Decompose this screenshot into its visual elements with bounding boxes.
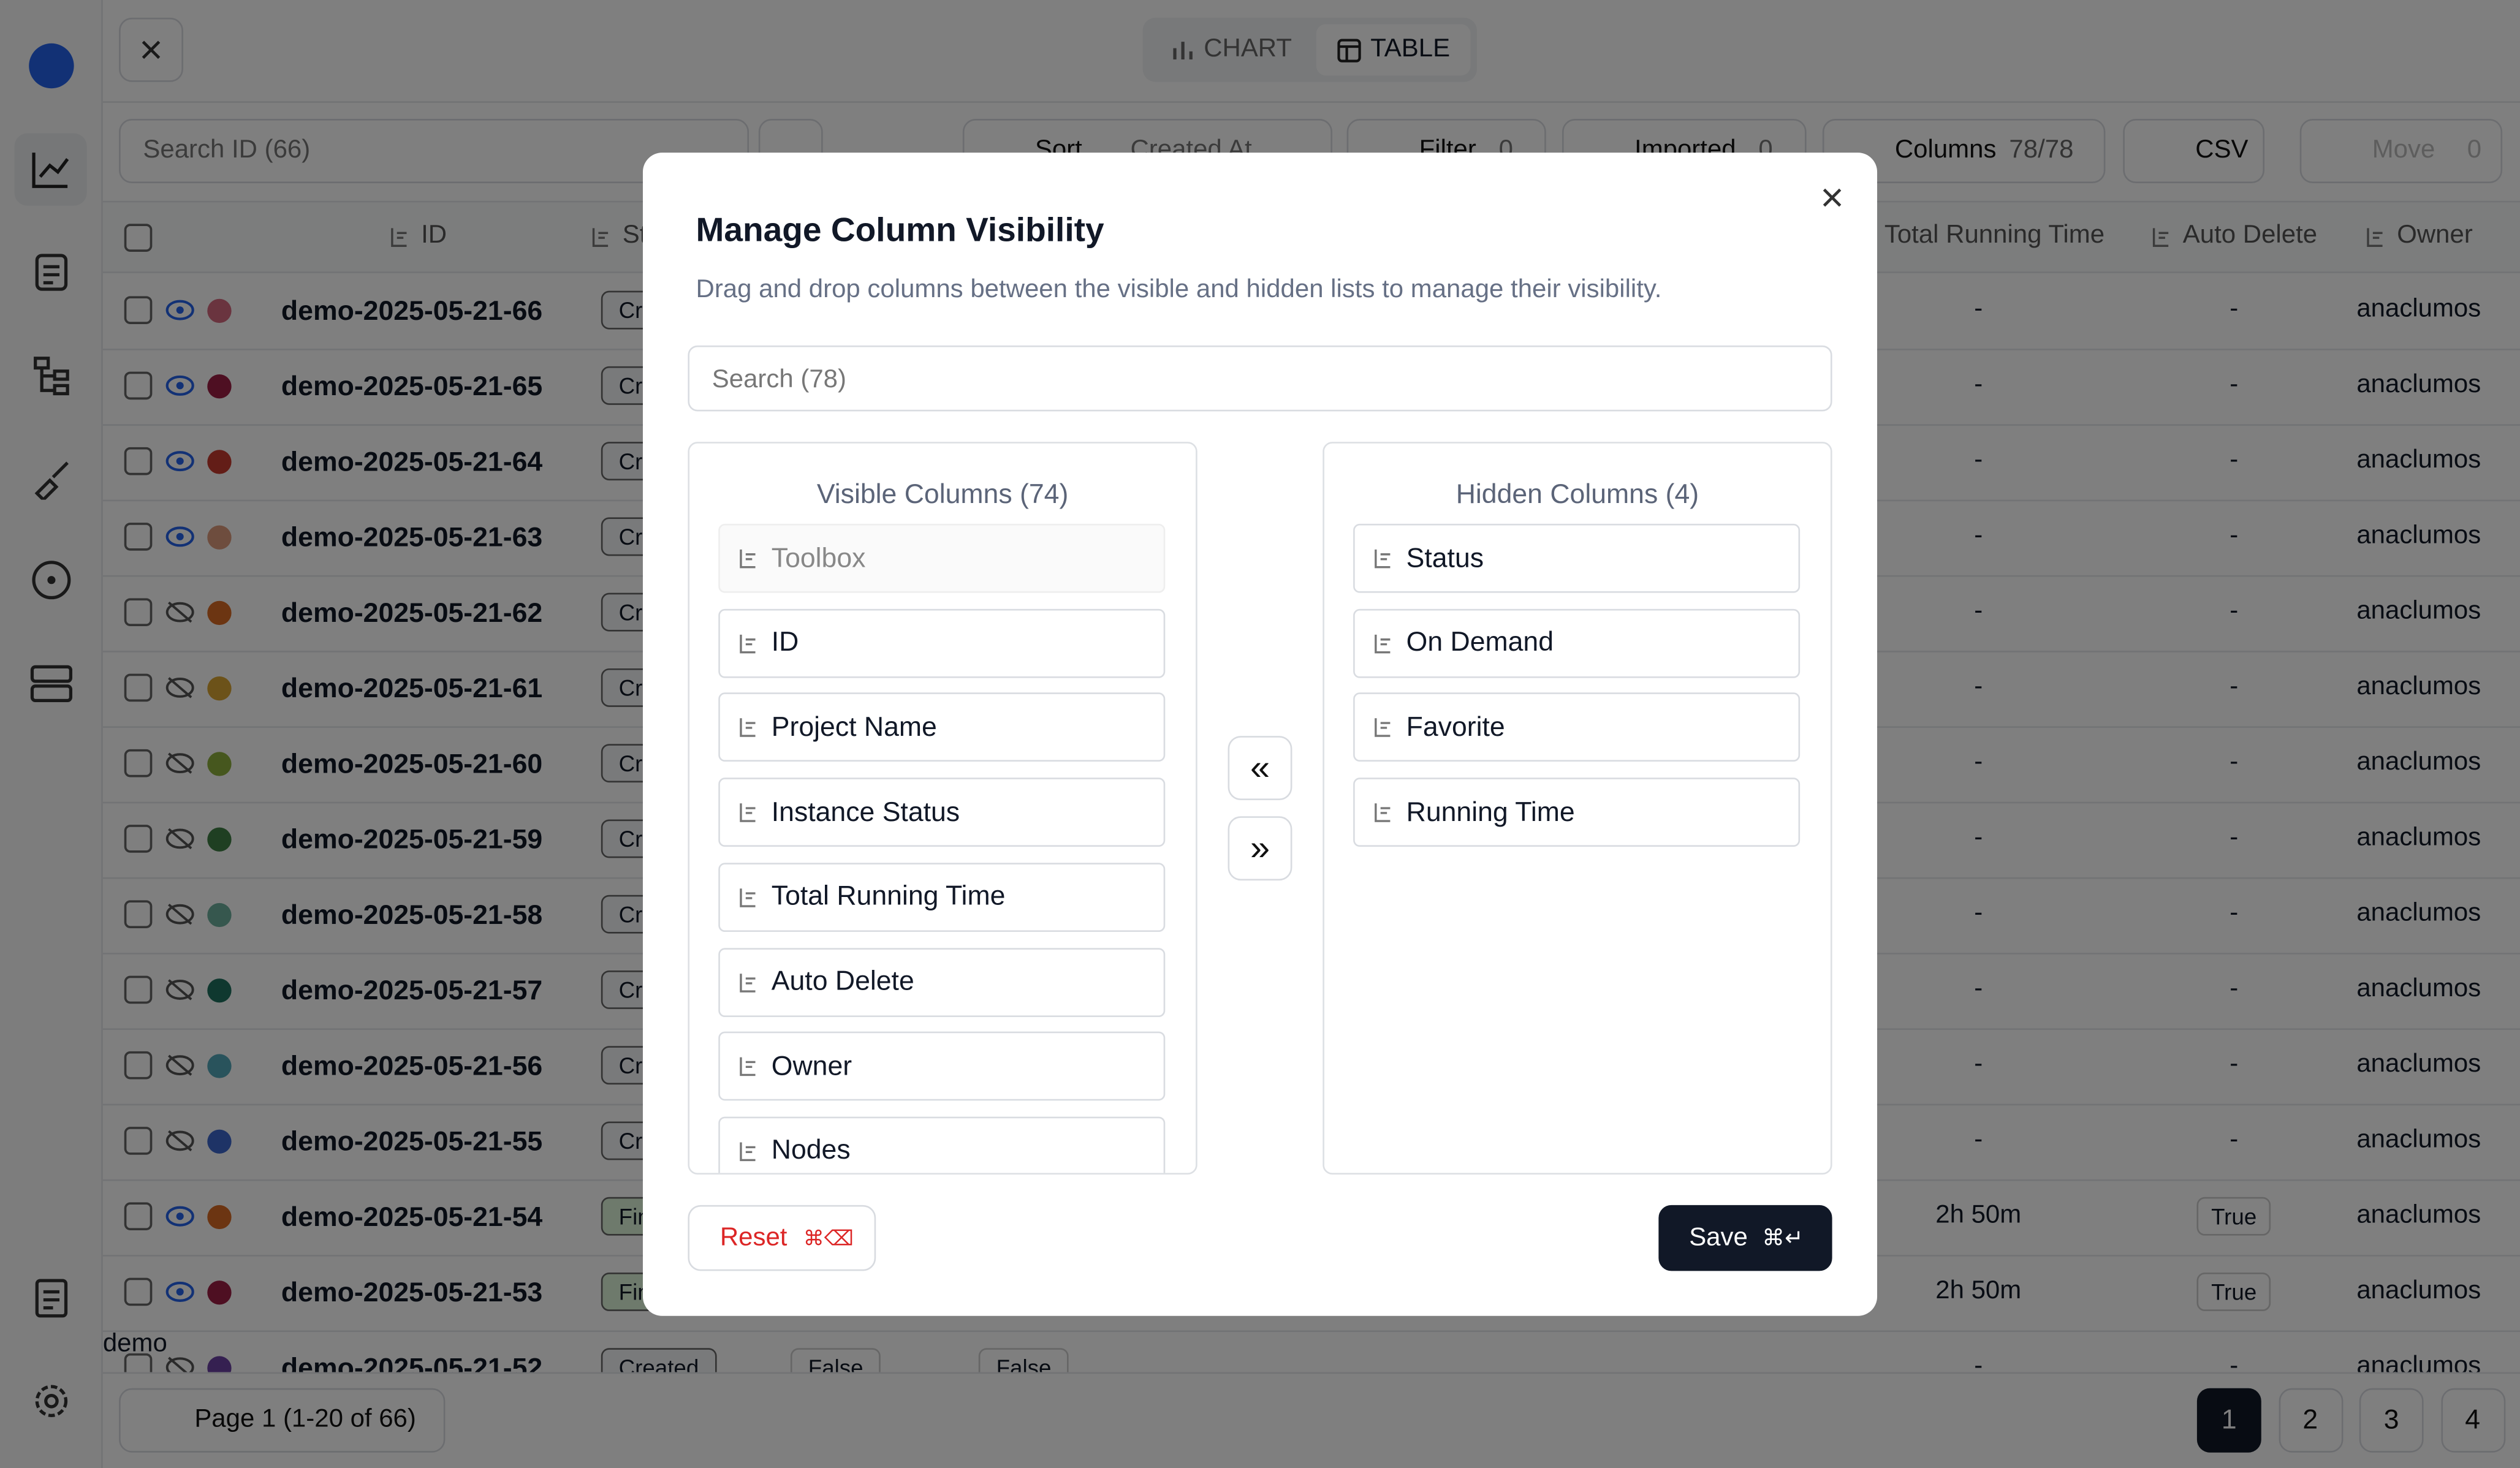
column-item-label: ID <box>771 627 799 658</box>
column-item-label: Project Name <box>771 711 937 743</box>
move-right[interactable]: » <box>1228 816 1292 881</box>
column-item[interactable]: On Demand <box>1353 608 1801 678</box>
column-item[interactable]: Status <box>1353 523 1801 593</box>
column-item[interactable]: Toolbox <box>718 523 1166 593</box>
hidden-title: Hidden Columns (4) <box>1455 479 1699 510</box>
column-item[interactable]: Running Time <box>1353 778 1801 847</box>
column-search[interactable]: Search (78) <box>688 345 1832 412</box>
column-item[interactable]: Instance Status <box>718 778 1166 847</box>
reset-label: Reset <box>719 1223 788 1251</box>
reset-shortcut: ⌘⌫ <box>803 1225 854 1249</box>
column-item-label: Toolbox <box>771 542 866 573</box>
column-item-label: Instance Status <box>771 796 960 827</box>
save-label: Save <box>1689 1223 1748 1251</box>
reset-button[interactable]: Reset ⌘⌫ <box>688 1205 876 1271</box>
modal-title: Manage Column Visibility <box>696 212 1104 249</box>
modal: Manage Column Visibility Drag and drop c… <box>642 153 1878 1316</box>
visible-title: Visible Columns (74) <box>816 479 1069 510</box>
modal-close[interactable] <box>1820 185 1845 211</box>
column-item[interactable]: Nodes <box>718 1116 1166 1173</box>
column-item-label: Favorite <box>1406 711 1505 743</box>
column-item-label: Owner <box>771 1050 852 1081</box>
modal-description: Drag and drop columns between the visibl… <box>696 276 1662 304</box>
column-item[interactable]: ID <box>718 608 1166 678</box>
column-item[interactable]: Owner <box>718 1032 1166 1101</box>
save-shortcut: ⌘↵ <box>1762 1224 1804 1250</box>
column-item-label: Nodes <box>771 1135 851 1166</box>
column-item[interactable]: Auto Delete <box>718 947 1166 1016</box>
visible-list: Visible Columns (74) Toolbox ID Project Na… <box>688 442 1197 1175</box>
column-item[interactable]: Project Name <box>718 693 1166 763</box>
move-left[interactable]: « <box>1228 736 1292 800</box>
column-item[interactable]: Total Running Time <box>718 862 1166 932</box>
column-item[interactable]: Favorite <box>1353 693 1801 763</box>
column-item-label: Auto Delete <box>771 966 914 996</box>
save-button[interactable]: Save ⌘↵ <box>1658 1205 1832 1271</box>
column-search-placeholder: Search (78) <box>712 366 846 394</box>
hidden-list: Hidden Columns (4) Status On Demand Favori… <box>1323 442 1832 1175</box>
column-item-label: On Demand <box>1406 627 1554 658</box>
column-item-label: Total Running Time <box>771 880 1006 912</box>
column-item-label: Running Time <box>1406 796 1575 827</box>
column-item-label: Status <box>1406 542 1484 573</box>
